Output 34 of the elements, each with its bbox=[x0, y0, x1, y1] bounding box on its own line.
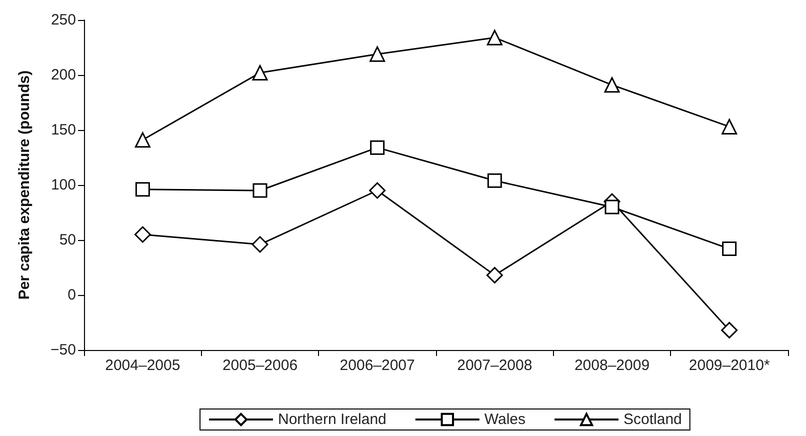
y-tick-label: 100 bbox=[50, 176, 76, 194]
x-tick-label: 2008–2009 bbox=[574, 357, 650, 374]
y-tick-label: −50 bbox=[50, 342, 76, 358]
point bbox=[134, 132, 150, 148]
point bbox=[722, 242, 737, 256]
x-tick-label: 2005–2006 bbox=[222, 357, 298, 374]
point bbox=[487, 173, 502, 188]
legend-label: Scotland bbox=[624, 411, 682, 428]
y-tick-label: 150 bbox=[50, 122, 76, 138]
point bbox=[252, 236, 268, 253]
legend-label: Northern Ireland bbox=[278, 411, 386, 428]
point bbox=[134, 226, 151, 243]
y-tick-label: 50 bbox=[59, 232, 76, 248]
point bbox=[370, 140, 385, 155]
point bbox=[721, 322, 738, 338]
x-tick-label: 2007–2008 bbox=[457, 357, 532, 374]
x-tick-label: 2004–2005 bbox=[105, 357, 180, 374]
point bbox=[604, 77, 620, 93]
y-tick-label: 200 bbox=[50, 66, 76, 84]
y-tick-label: 250 bbox=[50, 12, 76, 28]
x-tick-label: 2009–2010* bbox=[688, 357, 770, 374]
point bbox=[722, 118, 738, 134]
point bbox=[486, 266, 503, 284]
y-tick-label: 0 bbox=[68, 286, 76, 304]
point bbox=[370, 46, 386, 62]
x-tick-label: 2006–2007 bbox=[340, 357, 415, 374]
point bbox=[252, 183, 268, 198]
point bbox=[604, 200, 620, 214]
point bbox=[135, 182, 150, 197]
legend-label: Wales bbox=[484, 411, 526, 428]
point bbox=[486, 30, 502, 46]
y-axis-title: Per capita expenditure (pounds) bbox=[16, 70, 33, 300]
point bbox=[252, 65, 268, 81]
point bbox=[369, 182, 386, 199]
